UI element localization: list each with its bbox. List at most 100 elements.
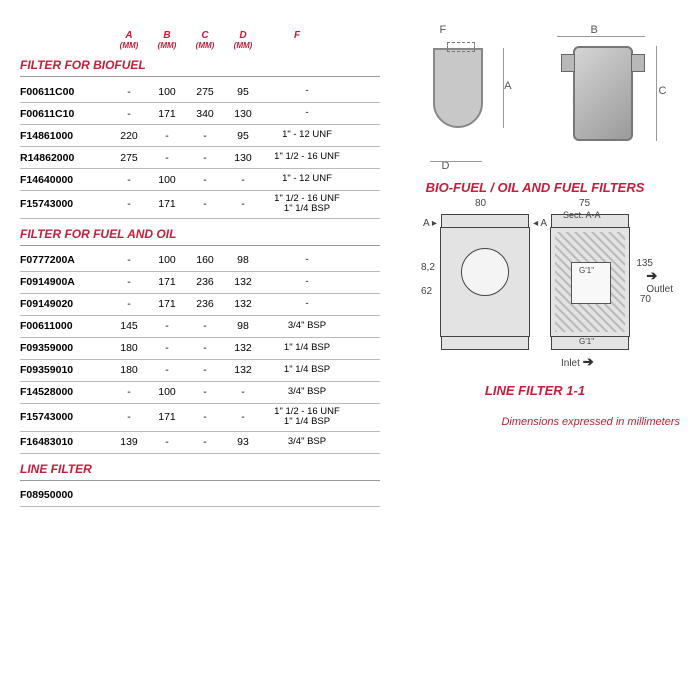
table-row: F14861000220--951" - 12 UNF <box>20 125 380 147</box>
col-header-A: A(MM) <box>110 30 148 50</box>
cell-d: - <box>224 174 262 186</box>
cell-d: 95 <box>224 86 262 98</box>
cell-d: - <box>224 386 262 398</box>
cell-a: - <box>110 108 148 120</box>
cell-d: 98 <box>224 320 262 332</box>
col-header-C: C(MM) <box>186 30 224 50</box>
sect-label: Sect. A-A <box>563 210 601 220</box>
part-code: F09359000 <box>20 342 110 354</box>
cell-b: 171 <box>148 411 186 423</box>
cell-f: 1" - 12 UNF <box>262 130 352 140</box>
figure-biofuel-filter: F A D B C <box>390 30 680 170</box>
table-row: F00611C10-171340130- <box>20 103 380 125</box>
cell-c: - <box>186 364 224 376</box>
cell-d: 98 <box>224 254 262 266</box>
arrow-A-left: A ▸ <box>423 218 437 229</box>
part-code: F15743000 <box>20 198 110 210</box>
part-code: R14862000 <box>20 152 110 164</box>
cell-b: 100 <box>148 386 186 398</box>
cell-c: - <box>186 436 224 448</box>
table-row: F09359010180--1321" 1/4 BSP <box>20 360 380 382</box>
cell-d: 93 <box>224 436 262 448</box>
cell-c: 160 <box>186 254 224 266</box>
cell-b: - <box>148 152 186 164</box>
cell-b: - <box>148 364 186 376</box>
dim-8-2: 8,2 <box>421 262 435 273</box>
cell-a: 275 <box>110 152 148 164</box>
cell-a: 139 <box>110 436 148 448</box>
cell-a: - <box>110 198 148 210</box>
arrow-A-right: ◂ A <box>533 218 547 229</box>
cell-c: - <box>186 152 224 164</box>
table-row: F0914900A-171236132- <box>20 272 380 294</box>
dim-label-C: C <box>659 85 667 97</box>
cell-c: - <box>186 411 224 423</box>
part-code: F0914900A <box>20 276 110 288</box>
cell-b: 171 <box>148 298 186 310</box>
cell-c: 236 <box>186 276 224 288</box>
section-title: FILTER FOR BIOFUEL <box>20 58 380 77</box>
outlet-label: ➔Outlet <box>646 268 673 295</box>
cell-c: 236 <box>186 298 224 310</box>
cell-c: - <box>186 130 224 142</box>
cell-c: - <box>186 198 224 210</box>
cell-a: - <box>110 386 148 398</box>
table-row: R14862000275--1301" 1/2 - 16 UNF <box>20 147 380 169</box>
dim-62: 62 <box>421 286 432 297</box>
col-header-F: F <box>262 30 332 50</box>
cell-d: 132 <box>224 342 262 354</box>
table-row: F0777200A-10016098- <box>20 250 380 272</box>
cell-b: 171 <box>148 276 186 288</box>
cell-f: 1" 1/4 BSP <box>262 365 352 375</box>
dim-75: 75 <box>579 198 590 209</box>
table-row: F14528000-100--3/4" BSP <box>20 382 380 404</box>
cell-f: - <box>262 255 352 265</box>
section-title: LINE FILTER <box>20 462 380 481</box>
cell-f: 3/4" BSP <box>262 437 352 447</box>
table-row: F16483010139--933/4" BSP <box>20 432 380 454</box>
cell-b: - <box>148 130 186 142</box>
cell-c: 275 <box>186 86 224 98</box>
footnote: Dimensions expressed in millimeters <box>390 416 680 428</box>
part-code: F15743000 <box>20 411 110 423</box>
cell-d: 132 <box>224 276 262 288</box>
cell-d: - <box>224 411 262 423</box>
cell-a: 180 <box>110 364 148 376</box>
cell-b: 100 <box>148 86 186 98</box>
part-code: F00611C10 <box>20 108 110 120</box>
cell-f: - <box>262 277 352 287</box>
cell-b: 100 <box>148 174 186 186</box>
cell-a: - <box>110 411 148 423</box>
cell-f: - <box>262 299 352 309</box>
cell-f: 1" 1/4 BSP <box>262 343 352 353</box>
spec-tables: A(MM)B(MM)C(MM)D(MM)F FILTER FOR BIOFUEL… <box>20 30 380 670</box>
cell-f: 3/4" BSP <box>262 387 352 397</box>
table-row: F14640000-100--1" - 12 UNF <box>20 169 380 191</box>
cell-d: 130 <box>224 108 262 120</box>
part-code: F09149020 <box>20 298 110 310</box>
col-header-B: B(MM) <box>148 30 186 50</box>
cell-f: 1" 1/2 - 16 UNF1" 1/4 BSP <box>262 407 352 428</box>
cell-a: 180 <box>110 342 148 354</box>
cell-b: - <box>148 320 186 332</box>
figure-line-filter: 80 8,2 62 A ▸ ◂ A 75 Sect. A-A ➔Outlet 1… <box>390 213 680 373</box>
dim-label-A: A <box>504 80 511 92</box>
cell-b: 171 <box>148 198 186 210</box>
cell-a: - <box>110 174 148 186</box>
cell-a: - <box>110 298 148 310</box>
cell-f: - <box>262 108 352 118</box>
cell-c: - <box>186 320 224 332</box>
cell-c: 340 <box>186 108 224 120</box>
cell-b: 100 <box>148 254 186 266</box>
table-row: F15743000-171--1" 1/2 - 16 UNF1" 1/4 BSP <box>20 191 380 219</box>
cell-b: 171 <box>148 108 186 120</box>
inlet-label: Inlet ➔ <box>561 354 594 370</box>
cell-b: - <box>148 342 186 354</box>
dim-label-F: F <box>440 24 447 36</box>
cell-d: - <box>224 198 262 210</box>
part-code: F0777200A <box>20 254 110 266</box>
cell-a: - <box>110 86 148 98</box>
table-row: F00611C00-10027595- <box>20 81 380 103</box>
cell-f: 1" 1/2 - 16 UNF <box>262 152 352 162</box>
column-headers: A(MM)B(MM)C(MM)D(MM)F <box>20 30 380 50</box>
